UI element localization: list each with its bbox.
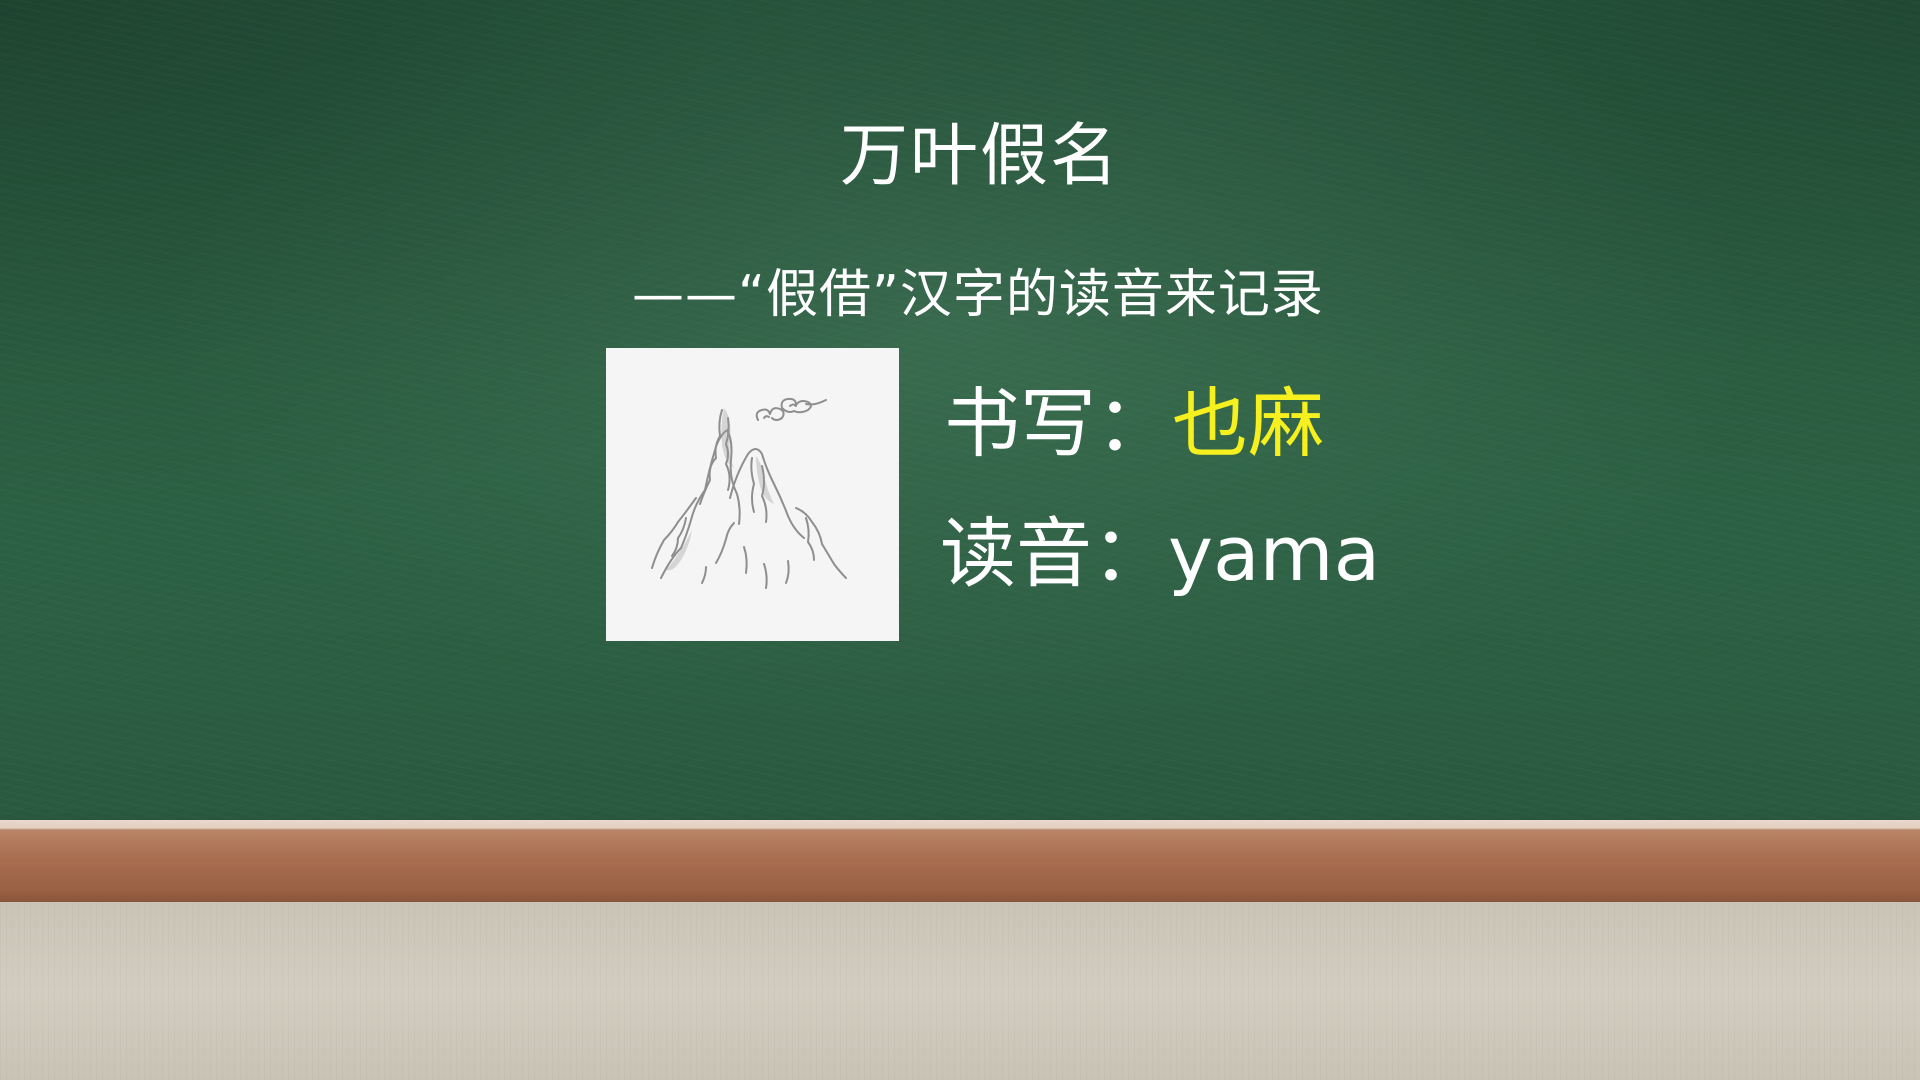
reading-value: yama: [1168, 509, 1381, 598]
writing-label: 书写：: [944, 379, 1172, 468]
writing-value: 也麻: [1172, 379, 1324, 468]
writing-line: 书写：也麻: [944, 362, 1324, 472]
reading-line: 读音：yama: [940, 492, 1380, 602]
ink-mountain-icon: [651, 397, 847, 589]
floor-wall: [0, 902, 1920, 1080]
chalkboard: [0, 0, 1920, 820]
mountain-picture: [606, 348, 899, 641]
slide-title: 万叶假名: [839, 117, 1120, 196]
chalk-ledge: [0, 820, 1920, 902]
slide-subtitle: ——“假借”汉字的读音来记录: [632, 265, 1324, 325]
reading-label: 读音：: [940, 509, 1168, 598]
